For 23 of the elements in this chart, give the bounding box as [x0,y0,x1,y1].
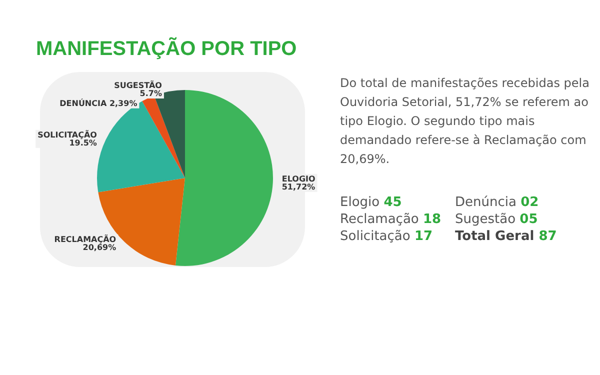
text: 45 [384,195,402,210]
category-label: Solicitação [340,229,410,244]
data-label: 51,72% [282,182,316,192]
text: 87 [538,229,557,244]
category-label: Elogio [340,195,380,210]
data-label: 19.5% [69,138,97,148]
text: 17 [414,229,433,244]
text: 02 [520,195,539,210]
text: 18 [423,212,442,227]
data-label: 20,69% [82,242,116,252]
text: Do total de manifestações recebidas pela Ouvidoria Setorial, 51,72% se referem ao tipo Elogio. O segundo tipo mais demandado refere-se à Reclamação com 20,69%. [340,75,590,168]
text: 05 [520,212,538,227]
category-label: Total Geral [455,229,534,244]
slice-label: SOLICITAÇÃO [38,129,98,140]
slice-label: DENÚNCIA 2,39% [60,98,138,108]
category-label: Denúncia [455,195,516,210]
slice-label: SUGESTÃO [114,80,162,90]
category-label: Sugestão [455,212,516,227]
category-label: Reclamação [340,212,419,227]
slice-label: ELOGIO [282,174,316,184]
data-label: 5.7% [140,88,162,98]
chart-title: MANIFESTAÇÃO POR TIPO [36,38,297,61]
slice-label: RECLAMAÇÃO [54,234,116,244]
